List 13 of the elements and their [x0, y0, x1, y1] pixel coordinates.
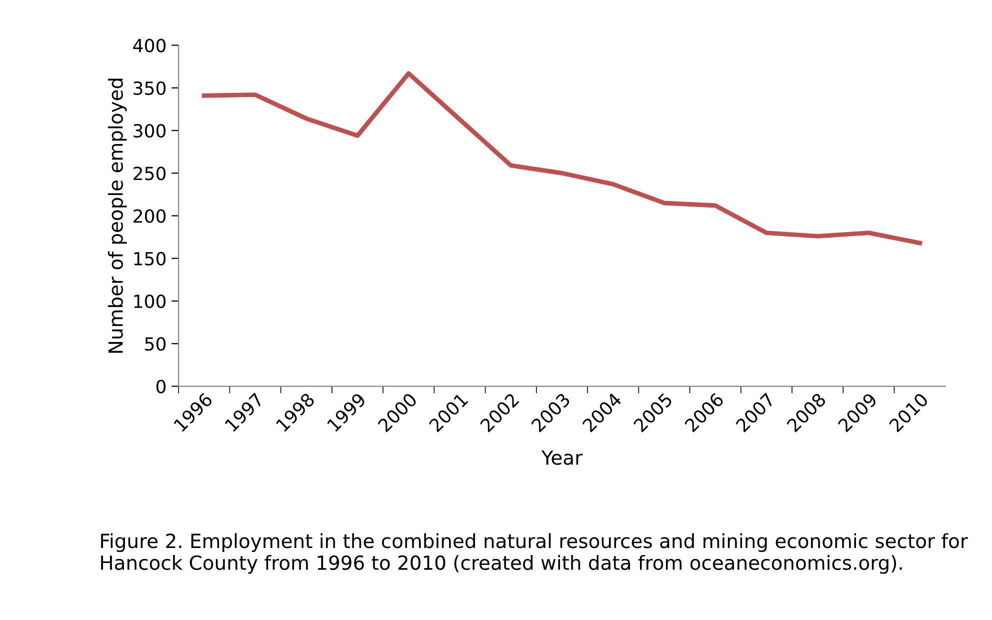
- x-axis-title: Year: [541, 450, 583, 465]
- y-tick-label: 250: [134, 166, 166, 180]
- y-tick-label: 400: [133, 38, 166, 52]
- y-tick-label: 350: [134, 81, 166, 95]
- y-tick-label: 100: [134, 294, 166, 308]
- y-tick-label: 200: [134, 209, 166, 223]
- y-tick-label: 300: [134, 124, 166, 138]
- y-tick-label: 150: [134, 252, 166, 266]
- line-series: [202, 71, 922, 246]
- caption: Figure 2. Employment in the combined natural resources and mining economic sector for Hancock County from 1996 to 2010 (created with data from oceaneconomics.org).: [101, 533, 968, 574]
- y-tick-label: 0: [156, 380, 166, 394]
- y-axis-title: Number of people employed: [108, 78, 127, 353]
- y-tick-label: 50: [145, 337, 166, 351]
